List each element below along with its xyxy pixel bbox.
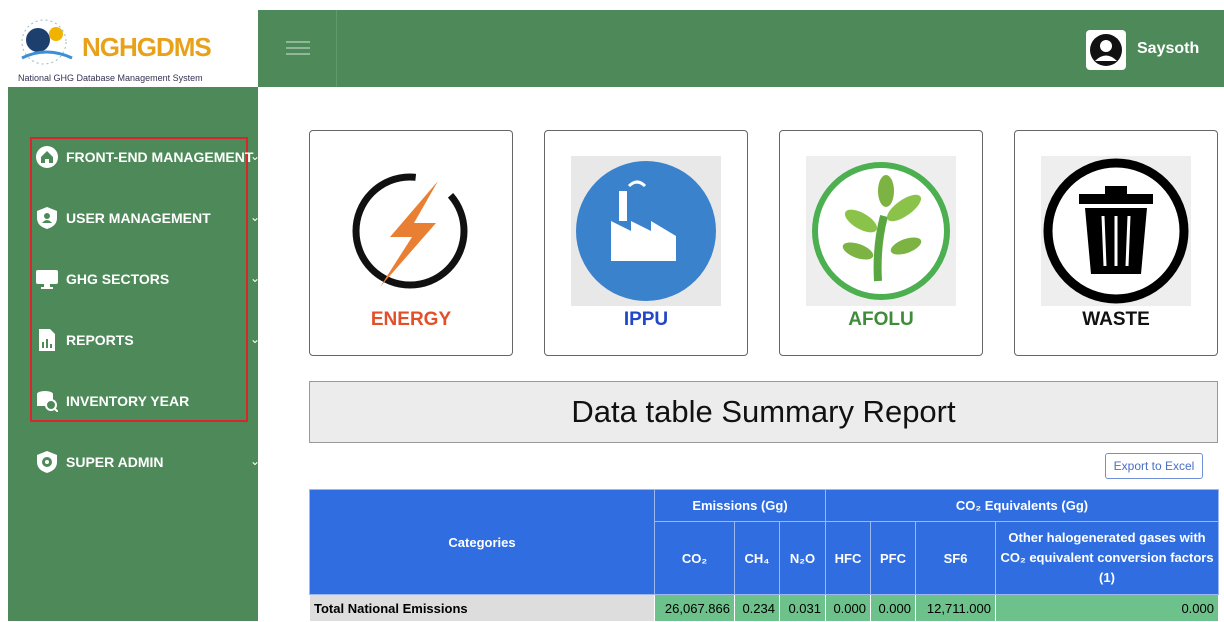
summary-table: Categories Emissions (Gg) CO₂ Equivalent… bbox=[309, 489, 1219, 622]
sector-icon bbox=[571, 156, 721, 306]
value-cell: 26,067.866 bbox=[655, 595, 735, 622]
column-header: CO₂ bbox=[655, 522, 735, 595]
top-bar: Saysoth bbox=[258, 10, 1224, 87]
nav-item[interactable]: FRONT-END MANAGEMENT bbox=[36, 142, 253, 172]
nav-item[interactable]: REPORTS bbox=[36, 325, 134, 355]
sector-icon bbox=[806, 156, 956, 306]
page: NGHGDMS National GHG Database Management… bbox=[0, 0, 1224, 621]
sector-label[interactable]: IPPU bbox=[545, 309, 747, 331]
nav-item[interactable]: GHG SECTORS bbox=[36, 264, 169, 294]
column-header: Other halogenerated gases with CO₂ equiv… bbox=[996, 522, 1219, 595]
nav-label[interactable]: REPORTS bbox=[66, 332, 134, 348]
export-button[interactable]: Export to Excel bbox=[1105, 453, 1203, 479]
menu-toggle[interactable] bbox=[286, 40, 310, 56]
nav-icon bbox=[36, 146, 58, 168]
nav-item[interactable]: USER MANAGEMENT bbox=[36, 203, 211, 233]
nav-icon bbox=[36, 207, 58, 229]
column-header: HFC bbox=[826, 522, 871, 595]
nav-icon bbox=[36, 268, 58, 290]
group-header: CO₂ Equivalents (Gg) bbox=[826, 490, 1219, 522]
header-cell: Categories bbox=[310, 490, 655, 595]
user-name[interactable]: Saysoth bbox=[1137, 40, 1199, 58]
logo-subtitle: National GHG Database Management System bbox=[18, 73, 203, 83]
nav-icon bbox=[36, 451, 58, 473]
nav-label[interactable]: USER MANAGEMENT bbox=[66, 210, 211, 226]
nav-icon bbox=[36, 329, 58, 351]
nav-icon bbox=[36, 390, 58, 412]
nav-label[interactable]: GHG SECTORS bbox=[66, 271, 169, 287]
logo-title: NGHGDMS bbox=[82, 32, 211, 63]
category-cell: Total National Emissions bbox=[310, 595, 655, 622]
sector-card[interactable]: WASTE bbox=[1014, 130, 1218, 356]
nav-label[interactable]: INVENTORY YEAR bbox=[66, 393, 189, 409]
sector-label[interactable]: ENERGY bbox=[310, 309, 512, 331]
nav-item[interactable]: INVENTORY YEAR bbox=[36, 386, 189, 416]
sector-label[interactable]: AFOLU bbox=[780, 309, 982, 331]
column-header: CH₄ bbox=[735, 522, 780, 595]
value-cell: 0.234 bbox=[735, 595, 780, 622]
group-header: Emissions (Gg) bbox=[655, 490, 826, 522]
report-title: Data table Summary Report bbox=[309, 381, 1218, 443]
column-header: N₂O bbox=[780, 522, 826, 595]
nav-label[interactable]: FRONT-END MANAGEMENT bbox=[66, 149, 253, 165]
logo[interactable]: NGHGDMS National GHG Database Management… bbox=[8, 10, 258, 87]
sector-label[interactable]: WASTE bbox=[1015, 309, 1217, 331]
logo-icon bbox=[16, 16, 76, 68]
value-cell: 0.000 bbox=[871, 595, 916, 622]
value-cell: 0.031 bbox=[780, 595, 826, 622]
value-cell: 0.000 bbox=[996, 595, 1219, 622]
sector-card[interactable]: ENERGY bbox=[309, 130, 513, 356]
value-cell: 12,711.000 bbox=[916, 595, 996, 622]
user-avatar[interactable] bbox=[1086, 30, 1126, 70]
nav-label[interactable]: SUPER ADMIN bbox=[66, 454, 164, 470]
divider bbox=[336, 10, 337, 87]
value-cell: 0.000 bbox=[826, 595, 871, 622]
sector-card[interactable]: IPPU bbox=[544, 130, 748, 356]
sector-card[interactable]: AFOLU bbox=[779, 130, 983, 356]
sector-icon bbox=[350, 171, 470, 291]
sector-icon bbox=[1041, 156, 1191, 306]
nav-item[interactable]: SUPER ADMIN bbox=[36, 447, 164, 477]
column-header: SF6 bbox=[916, 522, 996, 595]
sidebar: FRONT-END MANAGEMENT⌄USER MANAGEMENT⌄GHG… bbox=[8, 87, 258, 621]
column-header: PFC bbox=[871, 522, 916, 595]
